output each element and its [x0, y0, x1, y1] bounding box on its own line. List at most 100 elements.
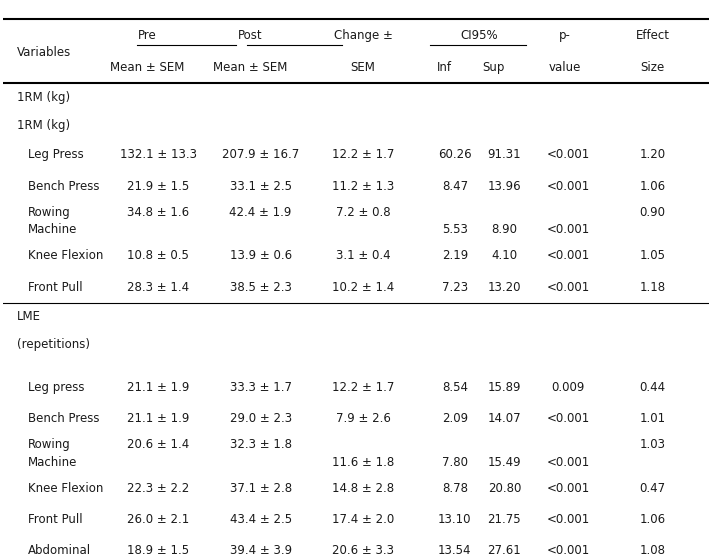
Text: Mean ± SEM: Mean ± SEM — [110, 61, 185, 74]
Text: 7.2 ± 0.8: 7.2 ± 0.8 — [336, 205, 390, 219]
Text: Front Pull: Front Pull — [28, 513, 82, 526]
Text: 12.2 ± 1.7: 12.2 ± 1.7 — [332, 381, 394, 394]
Text: <0.001: <0.001 — [546, 148, 590, 161]
Text: Machine: Machine — [28, 456, 77, 469]
Text: <0.001: <0.001 — [546, 482, 590, 495]
Text: <0.001: <0.001 — [546, 545, 590, 557]
Text: 29.0 ± 2.3: 29.0 ± 2.3 — [229, 412, 292, 425]
Text: Change ±: Change ± — [334, 29, 392, 42]
Text: 21.9 ± 1.5: 21.9 ± 1.5 — [127, 180, 189, 193]
Text: Size: Size — [641, 61, 665, 74]
Text: 13.54: 13.54 — [438, 545, 471, 557]
Text: Mean ± SEM: Mean ± SEM — [213, 61, 287, 74]
Text: 1RM (kg): 1RM (kg) — [17, 119, 70, 132]
Text: 1.01: 1.01 — [639, 412, 666, 425]
Text: Leg press: Leg press — [28, 381, 84, 394]
Text: 2.09: 2.09 — [442, 412, 468, 425]
Text: 15.49: 15.49 — [488, 456, 521, 469]
Text: 13.20: 13.20 — [488, 281, 521, 294]
Text: 1.18: 1.18 — [639, 281, 666, 294]
Text: 20.6 ± 1.4: 20.6 ± 1.4 — [127, 438, 189, 451]
Text: 14.07: 14.07 — [488, 412, 521, 425]
Text: Effect: Effect — [636, 29, 670, 42]
Text: (repetitions): (repetitions) — [17, 338, 90, 351]
Text: 37.1 ± 2.8: 37.1 ± 2.8 — [229, 482, 292, 495]
Text: 43.4 ± 2.5: 43.4 ± 2.5 — [229, 513, 292, 526]
Text: CI95%: CI95% — [461, 29, 498, 42]
Text: 38.5 ± 2.3: 38.5 ± 2.3 — [230, 281, 292, 294]
Text: 1.03: 1.03 — [639, 438, 666, 451]
Text: <0.001: <0.001 — [546, 249, 590, 262]
Text: <0.001: <0.001 — [546, 180, 590, 193]
Text: Rowing: Rowing — [28, 205, 70, 219]
Text: Bench Press: Bench Press — [28, 180, 99, 193]
Text: <0.001: <0.001 — [546, 223, 590, 237]
Text: 42.4 ± 1.9: 42.4 ± 1.9 — [229, 205, 292, 219]
Text: 7.23: 7.23 — [442, 281, 468, 294]
Text: 17.4 ± 2.0: 17.4 ± 2.0 — [332, 513, 394, 526]
Text: 18.9 ± 1.5: 18.9 ± 1.5 — [127, 545, 189, 557]
Text: 1RM (kg): 1RM (kg) — [17, 91, 70, 104]
Text: 0.009: 0.009 — [551, 381, 585, 394]
Text: 12.2 ± 1.7: 12.2 ± 1.7 — [332, 148, 394, 161]
Text: Sup: Sup — [483, 61, 505, 74]
Text: Inf: Inf — [436, 61, 452, 74]
Text: <0.001: <0.001 — [546, 513, 590, 526]
Text: 11.6 ± 1.8: 11.6 ± 1.8 — [332, 456, 394, 469]
Text: 3.1 ± 0.4: 3.1 ± 0.4 — [336, 249, 390, 262]
Text: 10.8 ± 0.5: 10.8 ± 0.5 — [127, 249, 189, 262]
Text: 15.89: 15.89 — [488, 381, 521, 394]
Text: 22.3 ± 2.2: 22.3 ± 2.2 — [127, 482, 189, 495]
Text: Knee Flexion: Knee Flexion — [28, 482, 103, 495]
Text: LME: LME — [17, 310, 41, 323]
Text: 14.8 ± 2.8: 14.8 ± 2.8 — [332, 482, 394, 495]
Text: 1.06: 1.06 — [639, 180, 666, 193]
Text: 33.3 ± 1.7: 33.3 ± 1.7 — [230, 381, 292, 394]
Text: 207.9 ± 16.7: 207.9 ± 16.7 — [222, 148, 299, 161]
Text: 0.90: 0.90 — [639, 205, 666, 219]
Text: 39.4 ± 3.9: 39.4 ± 3.9 — [229, 545, 292, 557]
Text: 8.78: 8.78 — [442, 482, 468, 495]
Text: Knee Flexion: Knee Flexion — [28, 249, 103, 262]
Text: <0.001: <0.001 — [546, 281, 590, 294]
Text: 27.61: 27.61 — [488, 545, 521, 557]
Text: Bench Press: Bench Press — [28, 412, 99, 425]
Text: 34.8 ± 1.6: 34.8 ± 1.6 — [127, 205, 189, 219]
Text: 8.47: 8.47 — [442, 180, 468, 193]
Text: 32.3 ± 1.8: 32.3 ± 1.8 — [230, 438, 292, 451]
Text: 7.9 ± 2.6: 7.9 ± 2.6 — [335, 412, 390, 425]
Text: <0.001: <0.001 — [546, 456, 590, 469]
Text: 13.9 ± 0.6: 13.9 ± 0.6 — [229, 249, 292, 262]
Text: Machine: Machine — [28, 223, 77, 237]
Text: 0.47: 0.47 — [639, 482, 666, 495]
Text: Leg Press: Leg Press — [28, 148, 83, 161]
Text: Rowing: Rowing — [28, 438, 70, 451]
Text: <0.001: <0.001 — [546, 412, 590, 425]
Text: 1.05: 1.05 — [639, 249, 666, 262]
Text: Front Pull: Front Pull — [28, 281, 82, 294]
Text: SEM: SEM — [350, 61, 375, 74]
Text: Post: Post — [238, 29, 262, 42]
Text: 132.1 ± 13.3: 132.1 ± 13.3 — [120, 148, 197, 161]
Text: 60.26: 60.26 — [438, 148, 472, 161]
Text: 10.2 ± 1.4: 10.2 ± 1.4 — [332, 281, 394, 294]
Text: 4.10: 4.10 — [491, 249, 518, 262]
Text: 21.1 ± 1.9: 21.1 ± 1.9 — [127, 412, 189, 425]
Text: 8.54: 8.54 — [442, 381, 468, 394]
Text: 33.1 ± 2.5: 33.1 ± 2.5 — [230, 180, 292, 193]
Text: 91.31: 91.31 — [488, 148, 521, 161]
Text: 1.06: 1.06 — [639, 513, 666, 526]
Text: 13.96: 13.96 — [488, 180, 521, 193]
Text: 20.6 ± 3.3: 20.6 ± 3.3 — [332, 545, 394, 557]
Text: 8.90: 8.90 — [491, 223, 518, 237]
Text: Variables: Variables — [17, 46, 71, 59]
Text: Pre: Pre — [138, 29, 157, 42]
Text: 11.2 ± 1.3: 11.2 ± 1.3 — [332, 180, 394, 193]
Text: 5.53: 5.53 — [442, 223, 468, 237]
Text: 21.75: 21.75 — [488, 513, 521, 526]
Text: 26.0 ± 2.1: 26.0 ± 2.1 — [127, 513, 189, 526]
Text: 28.3 ± 1.4: 28.3 ± 1.4 — [127, 281, 189, 294]
Text: 7.80: 7.80 — [442, 456, 468, 469]
Text: 1.20: 1.20 — [639, 148, 666, 161]
Text: Abdominal: Abdominal — [28, 545, 90, 557]
